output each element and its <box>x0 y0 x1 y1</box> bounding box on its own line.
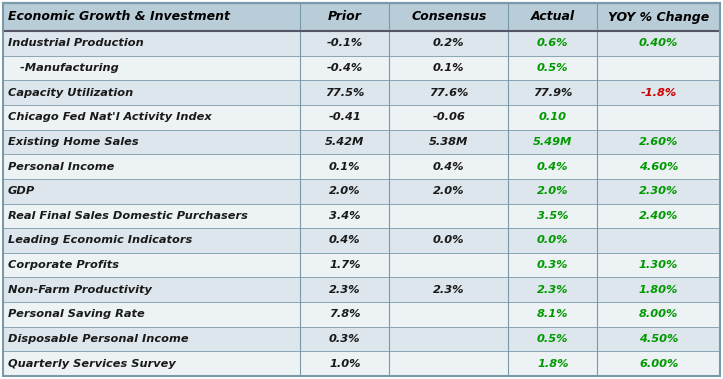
Text: 0.0%: 0.0% <box>537 235 568 246</box>
Text: 1.8%: 1.8% <box>537 359 568 369</box>
FancyBboxPatch shape <box>3 179 720 204</box>
Text: 0.3%: 0.3% <box>329 334 361 344</box>
Text: 4.50%: 4.50% <box>639 334 678 344</box>
Text: 0.5%: 0.5% <box>537 334 568 344</box>
FancyBboxPatch shape <box>3 31 720 56</box>
Text: 2.0%: 2.0% <box>433 186 465 196</box>
FancyBboxPatch shape <box>3 302 720 327</box>
FancyBboxPatch shape <box>3 80 720 105</box>
Text: -0.41: -0.41 <box>328 112 362 122</box>
Text: 0.4%: 0.4% <box>433 161 465 172</box>
Text: 77.6%: 77.6% <box>429 88 469 98</box>
Text: -1.8%: -1.8% <box>641 88 677 98</box>
Text: Prior: Prior <box>328 11 362 23</box>
Text: Corporate Profits: Corporate Profits <box>8 260 119 270</box>
Text: Consensus: Consensus <box>411 11 487 23</box>
Text: 2.30%: 2.30% <box>639 186 678 196</box>
Text: Existing Home Sales: Existing Home Sales <box>8 137 139 147</box>
Text: 5.42M: 5.42M <box>325 137 364 147</box>
Text: 0.3%: 0.3% <box>537 260 568 270</box>
FancyBboxPatch shape <box>3 105 720 130</box>
Text: -0.1%: -0.1% <box>327 38 363 48</box>
Text: Real Final Sales Domestic Purchasers: Real Final Sales Domestic Purchasers <box>8 211 248 221</box>
Text: 6.00%: 6.00% <box>639 359 678 369</box>
Text: Actual: Actual <box>531 11 575 23</box>
Text: 2.3%: 2.3% <box>433 285 465 295</box>
Text: 77.9%: 77.9% <box>533 88 573 98</box>
Text: Capacity Utilization: Capacity Utilization <box>8 88 133 98</box>
FancyBboxPatch shape <box>3 228 720 253</box>
Text: -Manufacturing: -Manufacturing <box>8 63 119 73</box>
FancyBboxPatch shape <box>3 3 720 31</box>
Text: GDP: GDP <box>8 186 35 196</box>
Text: 0.4%: 0.4% <box>537 161 568 172</box>
Text: Economic Growth & Investment: Economic Growth & Investment <box>8 11 230 23</box>
Text: 1.80%: 1.80% <box>639 285 678 295</box>
Text: 77.5%: 77.5% <box>325 88 364 98</box>
Text: Personal Income: Personal Income <box>8 161 114 172</box>
Text: 0.1%: 0.1% <box>329 161 361 172</box>
FancyBboxPatch shape <box>3 277 720 302</box>
Text: 1.30%: 1.30% <box>639 260 678 270</box>
Text: Leading Economic Indicators: Leading Economic Indicators <box>8 235 192 246</box>
Text: 7.8%: 7.8% <box>329 309 361 319</box>
Text: 0.0%: 0.0% <box>433 235 465 246</box>
Text: YOY % Change: YOY % Change <box>608 11 709 23</box>
Text: 5.38M: 5.38M <box>429 137 469 147</box>
FancyBboxPatch shape <box>3 253 720 277</box>
FancyBboxPatch shape <box>3 327 720 351</box>
Text: 0.40%: 0.40% <box>639 38 678 48</box>
Text: Chicago Fed Nat'l Activity Index: Chicago Fed Nat'l Activity Index <box>8 112 212 122</box>
Text: 0.6%: 0.6% <box>537 38 568 48</box>
Text: Disposable Personal Income: Disposable Personal Income <box>8 334 189 344</box>
Text: 3.5%: 3.5% <box>537 211 568 221</box>
Text: 5.49M: 5.49M <box>533 137 573 147</box>
Text: Industrial Production: Industrial Production <box>8 38 144 48</box>
FancyBboxPatch shape <box>3 204 720 228</box>
FancyBboxPatch shape <box>3 351 720 376</box>
Text: -0.4%: -0.4% <box>327 63 363 73</box>
Text: Personal Saving Rate: Personal Saving Rate <box>8 309 145 319</box>
Text: 2.0%: 2.0% <box>537 186 568 196</box>
Text: 0.1%: 0.1% <box>433 63 465 73</box>
Text: 1.0%: 1.0% <box>329 359 361 369</box>
Text: 0.2%: 0.2% <box>433 38 465 48</box>
Text: 3.4%: 3.4% <box>329 211 361 221</box>
Text: 0.4%: 0.4% <box>329 235 361 246</box>
Text: 8.00%: 8.00% <box>639 309 678 319</box>
Text: 4.60%: 4.60% <box>639 161 678 172</box>
Text: 2.60%: 2.60% <box>639 137 678 147</box>
Text: 2.0%: 2.0% <box>329 186 361 196</box>
Text: 0.10: 0.10 <box>539 112 567 122</box>
FancyBboxPatch shape <box>3 56 720 80</box>
Text: 2.3%: 2.3% <box>329 285 361 295</box>
Text: Non-Farm Productivity: Non-Farm Productivity <box>8 285 152 295</box>
FancyBboxPatch shape <box>3 130 720 154</box>
Text: Quarterly Services Survey: Quarterly Services Survey <box>8 359 176 369</box>
Text: 8.1%: 8.1% <box>537 309 568 319</box>
Text: -0.06: -0.06 <box>432 112 465 122</box>
Text: 2.3%: 2.3% <box>537 285 568 295</box>
Text: 0.5%: 0.5% <box>537 63 568 73</box>
Text: 2.40%: 2.40% <box>639 211 678 221</box>
Text: 1.7%: 1.7% <box>329 260 361 270</box>
FancyBboxPatch shape <box>3 154 720 179</box>
